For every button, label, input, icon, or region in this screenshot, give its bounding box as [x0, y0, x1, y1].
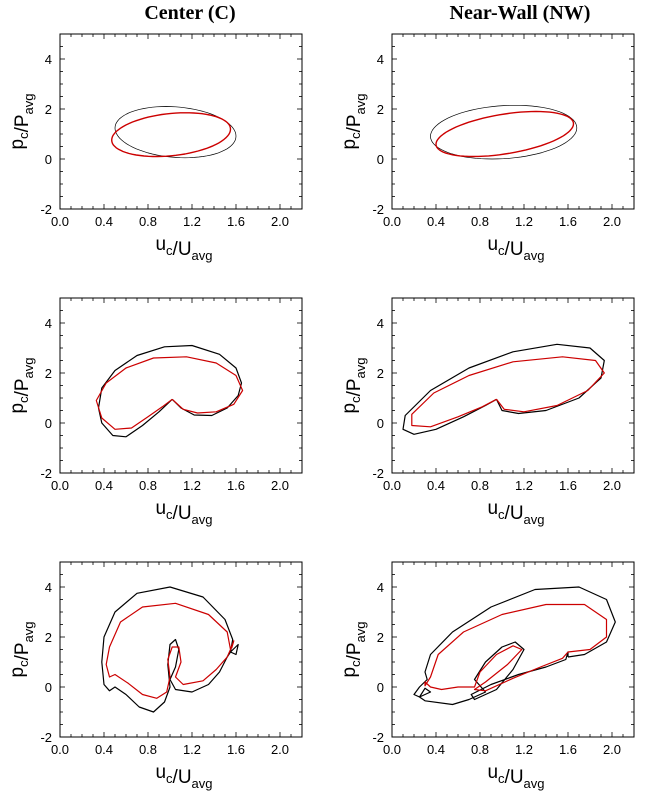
chart-panel-3: 0.0 0.4 0.8 1.2 1.6 2.0 -2 0 2 4 uc/Uavg pc/Pavg — [7, 297, 303, 527]
x-tick-label: 1.6 — [227, 478, 245, 493]
x-tick-label: 2.0 — [603, 742, 621, 757]
series-line-1 — [413, 586, 616, 706]
y-axis-label: pc/Pavg — [7, 358, 36, 414]
chart-panel-5: 0.0 0.4 0.8 1.2 1.6 2.0 -2 0 2 4 uc/Uavg pc/Pavg — [7, 561, 303, 791]
y-tick-label: 2 — [45, 630, 52, 645]
x-tick-label: 0.0 — [383, 742, 401, 757]
y-tick-label: -2 — [40, 202, 52, 217]
x-tick-label: 0.8 — [139, 742, 157, 757]
series-line-2 — [411, 356, 605, 428]
x-axis-label: uc/Uavg — [487, 498, 544, 527]
y-tick-label: 0 — [45, 416, 52, 431]
y-axis-label: pc/Pavg — [339, 94, 368, 150]
series-line-1 — [101, 586, 239, 713]
y-tick-label: 0 — [377, 680, 384, 695]
x-tick-label: 0.4 — [427, 214, 445, 229]
x-tick-label: 2.0 — [603, 478, 621, 493]
y-tick-label: 4 — [45, 52, 52, 67]
chart-panel-1: 0.0 0.4 0.8 1.2 1.6 2.0 -2 0 2 4 uc/Uavg pc/Pavg — [7, 33, 303, 263]
x-tick-label: 0.4 — [427, 478, 445, 493]
x-tick-label: 1.2 — [183, 478, 201, 493]
plot-frame — [59, 297, 303, 474]
series-line-1 — [114, 106, 237, 159]
series-line-1 — [430, 104, 578, 160]
plot-frame — [391, 33, 635, 210]
x-tick-label: 1.2 — [515, 742, 533, 757]
y-tick-label: 2 — [377, 366, 384, 381]
series-line-1 — [97, 344, 243, 438]
x-tick-label: 0.0 — [51, 214, 69, 229]
series-line-1 — [402, 343, 605, 435]
y-tick-label: 4 — [377, 52, 384, 67]
y-tick-label: 0 — [45, 680, 52, 695]
chart-panel-6: 0.0 0.4 0.8 1.2 1.6 2.0 -2 0 2 4 uc/Uavg pc/Pavg — [339, 561, 635, 791]
plot-frame — [391, 297, 635, 474]
y-tick-label: 4 — [45, 316, 52, 331]
x-axis-label: uc/Uavg — [155, 762, 212, 791]
series-line-2 — [105, 602, 235, 699]
y-axis-label: pc/Pavg — [7, 94, 36, 150]
y-axis-label: pc/Pavg — [339, 358, 368, 414]
y-axis-label: pc/Pavg — [7, 622, 36, 678]
x-axis-label: uc/Uavg — [487, 234, 544, 263]
y-tick-label: -2 — [372, 202, 384, 217]
x-tick-label: 0.4 — [95, 478, 113, 493]
y-tick-label: 2 — [377, 102, 384, 117]
plot-frame — [391, 561, 635, 738]
y-tick-label: 4 — [45, 580, 52, 595]
plot-frame — [59, 561, 303, 738]
y-tick-label: -2 — [40, 730, 52, 745]
x-tick-label: 0.0 — [383, 214, 401, 229]
series-line-2 — [424, 603, 608, 692]
x-axis-label: uc/Uavg — [155, 498, 212, 527]
plot-frame — [59, 33, 303, 210]
x-tick-label: 1.2 — [515, 478, 533, 493]
x-axis-label: uc/Uavg — [155, 234, 212, 263]
x-tick-label: 0.0 — [51, 478, 69, 493]
y-tick-label: -2 — [372, 466, 384, 481]
x-tick-label: 0.8 — [139, 478, 157, 493]
y-tick-label: -2 — [40, 466, 52, 481]
x-tick-label: 0.8 — [471, 214, 489, 229]
column-title-center: Center (C) — [144, 2, 236, 24]
x-tick-label: 1.6 — [559, 478, 577, 493]
x-tick-label: 2.0 — [603, 214, 621, 229]
chart-panel-2: 0.0 0.4 0.8 1.2 1.6 2.0 -2 0 2 4 uc/Uavg pc/Pavg — [339, 33, 635, 263]
x-tick-label: 1.2 — [183, 214, 201, 229]
x-tick-label: 0.8 — [471, 478, 489, 493]
x-tick-label: 0.4 — [95, 214, 113, 229]
x-tick-label: 0.4 — [427, 742, 445, 757]
series-line-2 — [111, 112, 232, 158]
y-tick-label: 4 — [377, 580, 384, 595]
x-tick-label: 2.0 — [271, 478, 289, 493]
x-tick-label: 0.8 — [139, 214, 157, 229]
x-tick-label: 0.4 — [95, 742, 113, 757]
x-tick-label: 1.6 — [559, 214, 577, 229]
y-tick-label: 0 — [45, 152, 52, 167]
y-tick-label: 0 — [377, 152, 384, 167]
x-tick-label: 0.8 — [471, 742, 489, 757]
y-axis-label: pc/Pavg — [339, 622, 368, 678]
x-tick-label: 2.0 — [271, 214, 289, 229]
column-title-near-wall: Near-Wall (NW) — [449, 2, 591, 24]
y-tick-label: 2 — [45, 102, 52, 117]
x-tick-label: 0.0 — [383, 478, 401, 493]
chart-panel-4: 0.0 0.4 0.8 1.2 1.6 2.0 -2 0 2 4 uc/Uavg pc/Pavg — [339, 297, 635, 527]
x-tick-label: 1.6 — [559, 742, 577, 757]
x-tick-label: 1.6 — [227, 742, 245, 757]
x-tick-label: 1.2 — [183, 742, 201, 757]
y-tick-label: 2 — [45, 366, 52, 381]
x-axis-label: uc/Uavg — [487, 762, 544, 791]
x-tick-label: 0.0 — [51, 742, 69, 757]
x-tick-label: 1.2 — [515, 214, 533, 229]
y-tick-label: 4 — [377, 316, 384, 331]
y-tick-label: -2 — [372, 730, 384, 745]
x-tick-label: 1.6 — [227, 214, 245, 229]
x-tick-label: 2.0 — [271, 742, 289, 757]
series-line-2 — [435, 110, 575, 158]
series-line-2 — [95, 356, 244, 430]
y-tick-label: 0 — [377, 416, 384, 431]
y-tick-label: 2 — [377, 630, 384, 645]
